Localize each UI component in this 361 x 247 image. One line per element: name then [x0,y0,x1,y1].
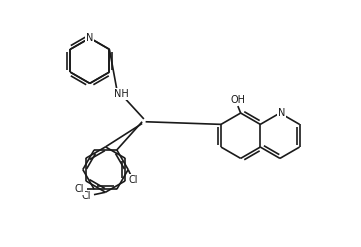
Text: Cl: Cl [129,175,138,185]
Text: N: N [86,33,93,43]
Text: NH: NH [114,89,129,99]
Text: Cl: Cl [82,191,91,201]
Text: OH: OH [230,95,245,105]
Text: Cl: Cl [74,184,84,194]
Text: N: N [278,108,285,118]
